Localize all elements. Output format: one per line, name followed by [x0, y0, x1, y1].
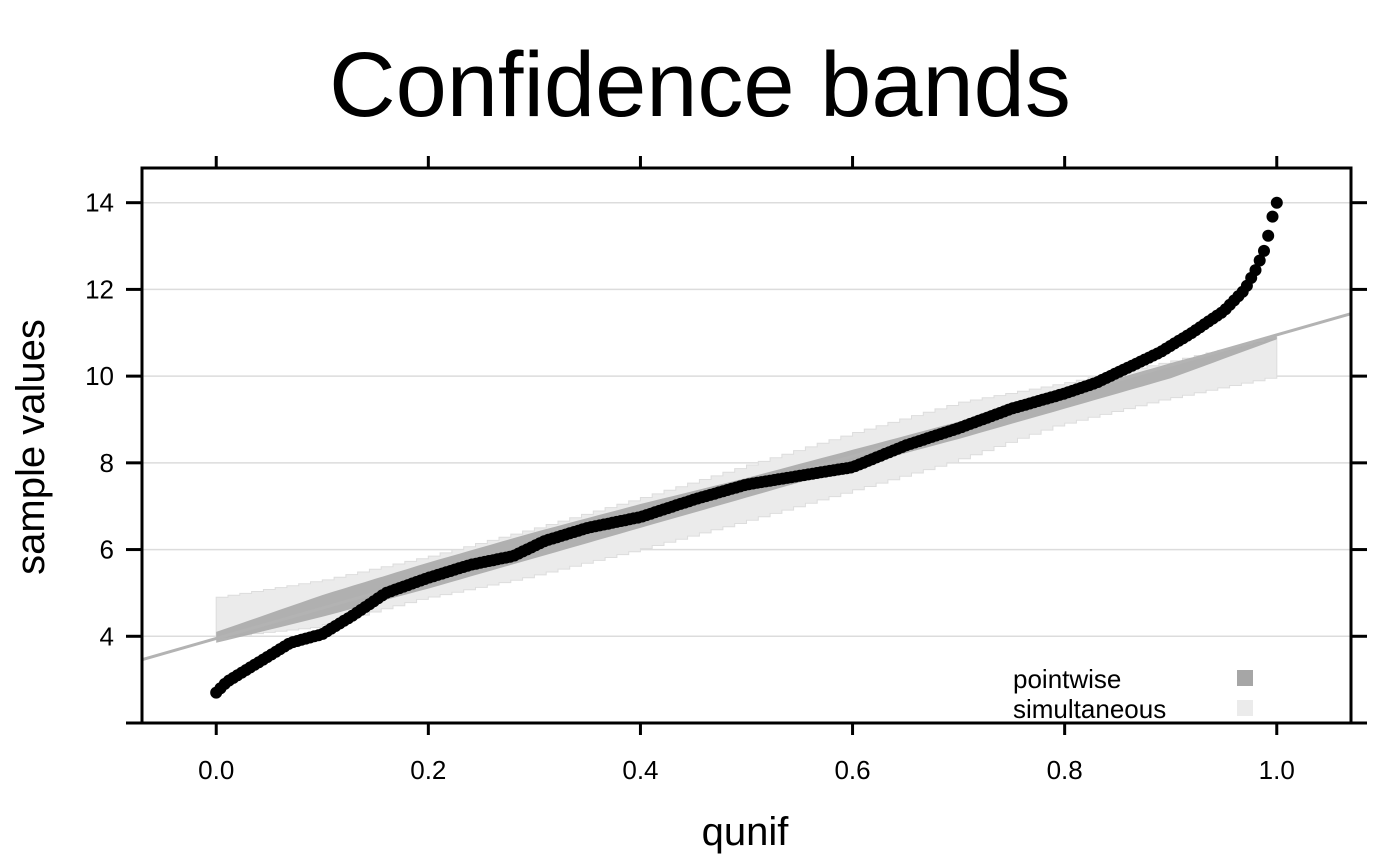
y-tick-label: 4	[100, 621, 114, 651]
x-tick-label: 0.0	[198, 755, 234, 785]
data-point	[1249, 264, 1262, 277]
y-axis-title: sample values	[9, 319, 53, 575]
y-tick-label: 14	[85, 188, 114, 218]
y-tick-label: 10	[85, 361, 114, 391]
legend-label-simultaneous: simultaneous	[1013, 694, 1166, 724]
x-tick-label: 0.6	[834, 755, 870, 785]
chart-title: Confidence bands	[329, 34, 1071, 136]
legend-label-pointwise: pointwise	[1013, 664, 1121, 694]
x-tick-label: 0.4	[622, 755, 658, 785]
y-tick-label: 8	[100, 448, 114, 478]
axis-ticks: 0.0 0.2 0.4 0.6 0.8 1.0 4 6 8 10 12 14	[85, 156, 1367, 785]
gridlines	[142, 201, 1351, 638]
plot-frame	[140, 166, 1353, 725]
data-point	[1258, 244, 1270, 257]
data-point	[1270, 196, 1283, 209]
x-axis-title: qunif	[702, 810, 790, 854]
y-tick-label: 12	[85, 274, 114, 304]
y-tick-label: 6	[100, 535, 114, 565]
x-tick-label: 0.2	[410, 755, 446, 785]
data-point	[1253, 254, 1266, 267]
x-tick-label: 0.8	[1047, 755, 1083, 785]
plot-area	[142, 196, 1351, 699]
legend-swatch-simultaneous	[1237, 700, 1253, 716]
data-point	[1266, 210, 1279, 223]
legend-swatch-pointwise	[1237, 670, 1253, 686]
sample-points	[210, 196, 1283, 699]
x-tick-label: 1.0	[1259, 755, 1295, 785]
data-point	[1262, 229, 1275, 242]
